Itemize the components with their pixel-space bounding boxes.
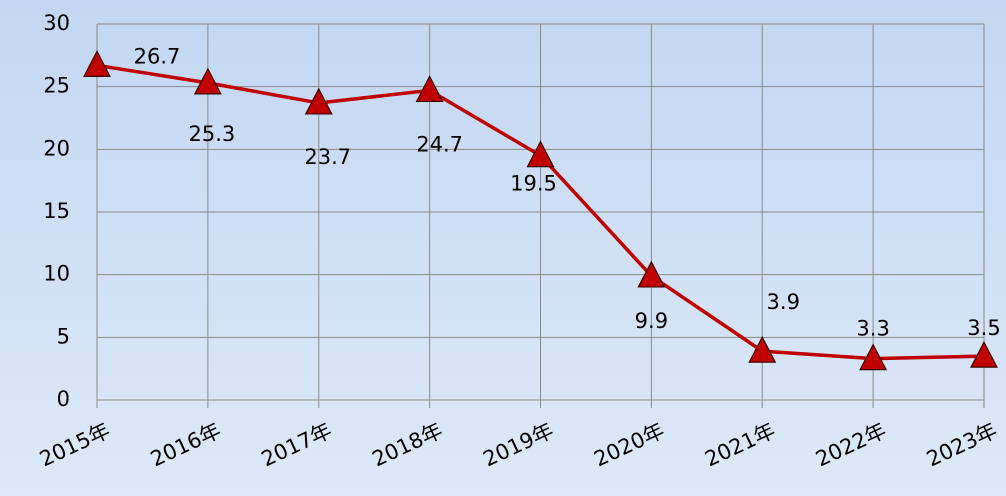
data-label: 3.5 (967, 316, 1000, 340)
data-label: 26.7 (134, 44, 181, 68)
marker (83, 50, 111, 77)
marker (415, 75, 444, 103)
data-label: 19.5 (510, 172, 557, 196)
y-tick-label: 20 (43, 136, 70, 160)
marker (193, 67, 222, 95)
y-tick-label: 10 (43, 262, 70, 286)
y-tick-label: 30 (43, 11, 70, 35)
marker (970, 340, 998, 368)
y-tick-label: 0 (57, 387, 70, 411)
y-tick-label: 15 (43, 199, 70, 223)
data-label: 24.7 (416, 132, 463, 156)
data-label: 9.9 (635, 309, 668, 333)
data-label: 3.9 (767, 290, 800, 314)
data-label: 23.7 (304, 145, 351, 169)
marker (748, 335, 777, 363)
marker (304, 87, 333, 115)
marker (859, 343, 888, 371)
data-label: 3.3 (856, 317, 889, 341)
marker (526, 140, 555, 168)
marker (637, 260, 666, 288)
y-tick-label: 5 (57, 324, 70, 348)
data-label: 25.3 (188, 122, 235, 146)
y-tick-label: 25 (43, 74, 70, 98)
